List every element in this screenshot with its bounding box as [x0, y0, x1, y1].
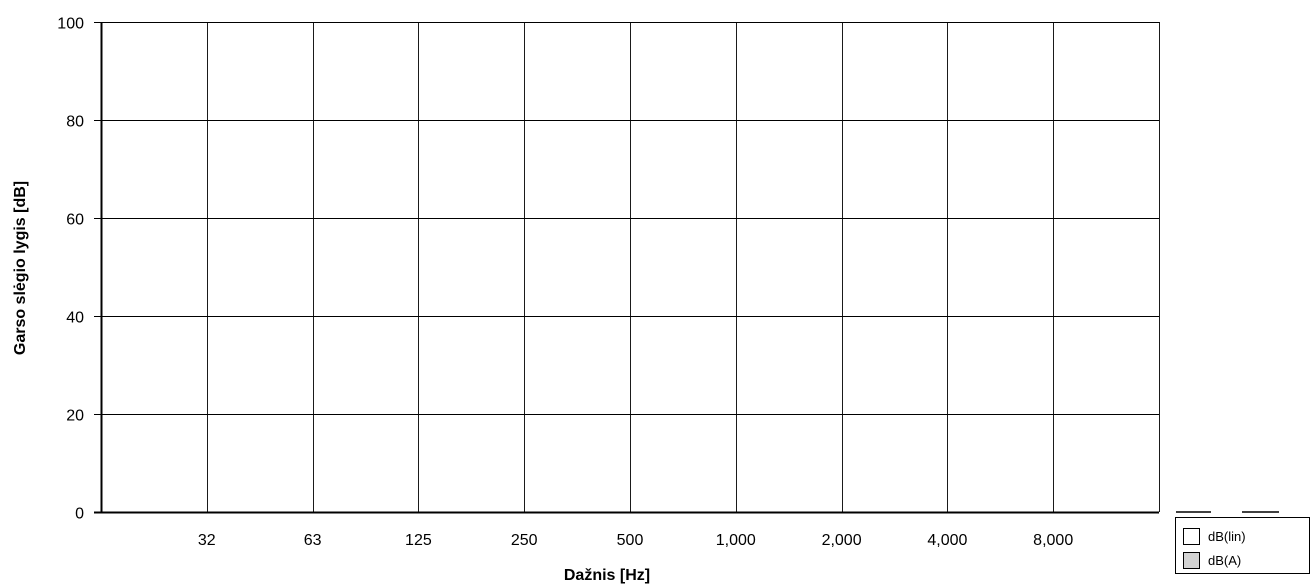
y-tick-label: 20: [66, 408, 84, 425]
x-tick-label: 125: [405, 532, 432, 549]
legend: dB(lin) dB(A): [1175, 511, 1310, 574]
x-tick-label: 8,000: [1033, 532, 1073, 549]
legend-swatch-a: [1183, 552, 1200, 569]
grid: [101, 22, 1160, 512]
x-axis-title: Dažnis [Hz]: [564, 567, 650, 584]
x-tick-label: 2,000: [822, 532, 862, 549]
y-tick-label: 80: [66, 114, 84, 131]
legend-label-a: dB(A): [1208, 553, 1241, 568]
y-axis-title: Garso slėgio lygis [dB]: [12, 181, 29, 355]
x-tick-label: 1,000: [716, 532, 756, 549]
x-tick-label: 250: [511, 532, 538, 549]
legend-label-lin: dB(lin): [1208, 529, 1246, 544]
legend-swatch-lin: [1183, 528, 1200, 545]
x-tick-label: 32: [198, 532, 216, 549]
x-tick-labels: 32 63 125 250 500 1,000 2,000 4,000 8,000: [198, 532, 1073, 549]
x-tick-label: 500: [617, 532, 644, 549]
y-tick-label: 60: [66, 212, 84, 229]
y-tick-label: 100: [57, 16, 84, 33]
x-tick-label: 4,000: [927, 532, 967, 549]
y-tick-labels: 0 20 40 60 80 100: [57, 16, 84, 523]
x-tick-label: 63: [304, 532, 322, 549]
y-tick-label: 0: [75, 506, 84, 523]
y-tick-label: 40: [66, 310, 84, 327]
axes: [94, 22, 1160, 514]
